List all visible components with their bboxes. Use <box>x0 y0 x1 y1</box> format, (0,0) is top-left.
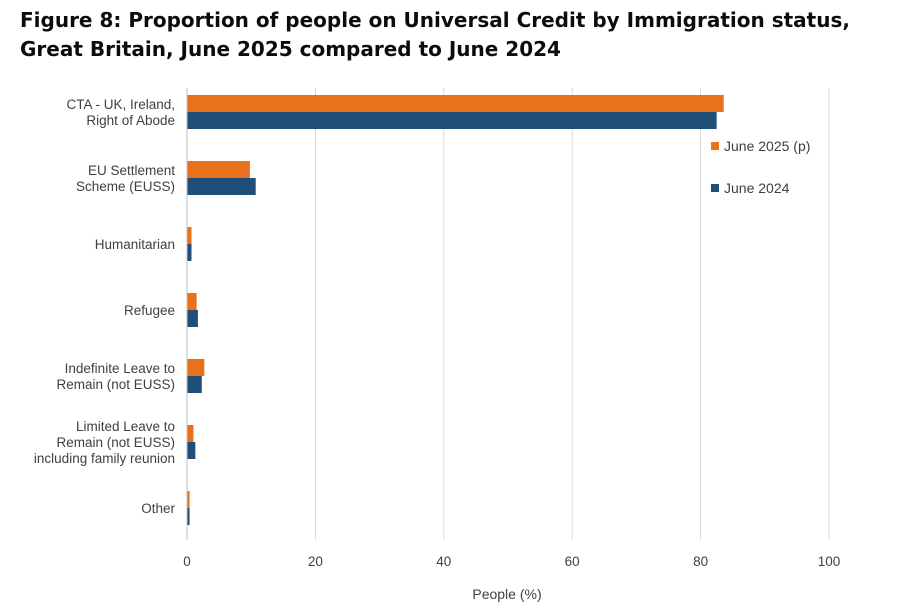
category-label: Remain (not EUSS) <box>56 377 175 392</box>
bar-june-2025 <box>187 227 192 244</box>
legend: June 2025 (p) June 2024 <box>711 138 810 196</box>
bar-june-2024 <box>187 376 202 393</box>
bar-june-2025 <box>187 491 190 508</box>
x-tick-label: 20 <box>308 554 323 569</box>
bar-june-2024 <box>187 310 198 327</box>
category-label: Scheme (EUSS) <box>76 179 175 194</box>
category-label: Limited Leave to <box>76 419 175 434</box>
gridlines <box>314 88 830 540</box>
x-axis-title: People (%) <box>472 586 541 602</box>
category-label: Other <box>141 501 175 516</box>
x-axis: 0 20 40 60 80 100 People (%) <box>183 88 840 602</box>
x-tick-label: 0 <box>183 554 191 569</box>
bar-june-2025 <box>187 359 205 376</box>
legend-label: June 2024 <box>724 180 790 196</box>
legend-swatch <box>711 142 719 150</box>
bar-june-2024 <box>187 442 196 459</box>
bar-june-2024 <box>187 244 192 261</box>
bar-june-2024 <box>187 178 256 195</box>
category-labels: CTA - UK, Ireland,Right of Abode EU Settl… <box>34 97 176 516</box>
category-label: Remain (not EUSS) <box>56 435 175 450</box>
bars <box>187 95 724 525</box>
bar-june-2024 <box>187 508 190 525</box>
x-tick-label: 60 <box>565 554 580 569</box>
category-label: EU Settlement <box>88 163 175 178</box>
category-label: CTA - UK, Ireland, <box>66 97 175 112</box>
category-label: including family reunion <box>34 451 175 466</box>
bar-june-2024 <box>187 112 717 129</box>
x-tick-label: 100 <box>818 554 841 569</box>
category-label: Refugee <box>124 303 175 318</box>
legend-label: June 2025 (p) <box>724 138 810 154</box>
x-tick-label: 40 <box>436 554 451 569</box>
category-label-group: Refugee <box>124 303 175 318</box>
bar-june-2025 <box>187 425 194 442</box>
chart-title: Figure 8: Proportion of people on Univer… <box>20 8 850 61</box>
category-label-group: Humanitarian <box>95 237 175 252</box>
legend-swatch <box>711 184 719 192</box>
category-label-group: Other <box>141 501 175 516</box>
bar-june-2025 <box>187 161 250 178</box>
x-tick-label: 80 <box>693 554 708 569</box>
bar-june-2025 <box>187 293 197 310</box>
category-label: Indefinite Leave to <box>65 361 175 376</box>
category-label: Humanitarian <box>95 237 175 252</box>
bar-june-2025 <box>187 95 724 112</box>
category-label: Right of Abode <box>86 113 175 128</box>
category-label-group: CTA - UK, Ireland,Right of Abode <box>66 97 175 128</box>
